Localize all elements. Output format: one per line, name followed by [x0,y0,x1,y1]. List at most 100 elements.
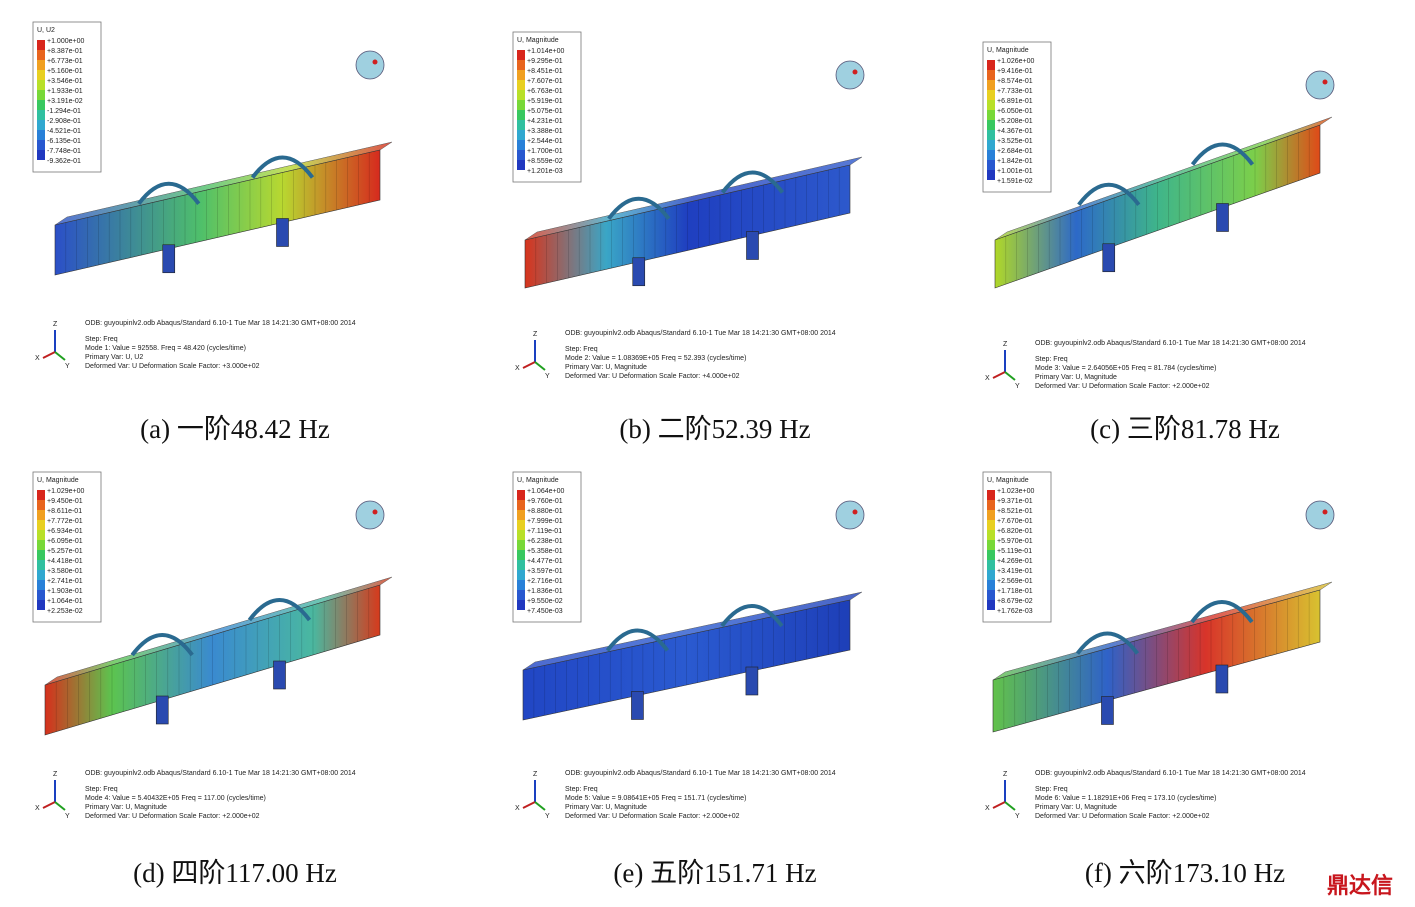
legend-swatch [517,530,525,540]
legend-value: +2.544e-01 [527,138,563,145]
legend-swatch [987,60,995,70]
info-deformed: Deformed Var: U Deformation Scale Factor… [85,813,260,820]
odb-line: ODB: guyoupinlv2.odb Abaqus/Standard 6.1… [1035,770,1306,777]
legend-value: +1.064e+00 [527,488,564,495]
odb-line: ODB: guyoupinlv2.odb Abaqus/Standard 6.1… [85,770,356,777]
legend-swatch [987,140,995,150]
axis-label: Y [545,813,550,820]
legend-value: +3.580e-01 [47,568,83,575]
legend-swatch [517,60,525,70]
beam-front [54,149,381,276]
caption: (e) 五阶151.71 Hz [613,858,816,888]
legend-swatch [987,70,995,80]
axis-label: Z [533,331,538,338]
info-deformed: Deformed Var: U Deformation Scale Factor… [85,363,260,370]
view-icon [1305,500,1335,530]
support [720,604,784,628]
support [1190,142,1255,166]
odb-line: ODB: guyoupinlv2.odb Abaqus/Standard 6.1… [565,770,836,777]
legend-swatch [37,110,45,120]
info-step: Step: Freq [1035,786,1068,793]
axis-label: X [985,805,990,812]
bracket [632,257,646,287]
legend-value: +2.684e-01 [997,148,1033,155]
legend-value: +2.741e-01 [47,578,83,585]
legend-swatch [517,50,525,60]
odb-line: ODB: guyoupinlv2.odb Abaqus/Standard 6.1… [85,320,356,327]
info-step: Step: Freq [1035,356,1068,363]
axis-y [534,801,546,811]
legend-swatch [517,500,525,510]
legend-swatch [37,40,45,50]
legend-swatch [517,150,525,160]
panel: U, U2 +1.000e+00 +8.387e-01 +6.773e-01 +5.16… [32,21,393,444]
legend-swatch [517,540,525,550]
legend-swatch [517,590,525,600]
support [607,196,671,220]
legend-value: +1.023e+00 [997,488,1034,495]
legend-swatch [37,500,45,510]
info-primary: Primary Var: U, Magnitude [1035,374,1117,381]
legend-swatch [987,490,995,500]
axis-label: X [35,355,40,362]
odb-line: ODB: guyoupinlv2.odb Abaqus/Standard 6.1… [1035,340,1306,347]
legend-swatch [987,90,995,100]
legend-swatch [37,90,45,100]
legend-swatch [987,560,995,570]
bracket [746,231,759,260]
legend-value: +9.295e-01 [527,58,563,65]
axis-x [992,801,1006,809]
info-primary: Primary Var: U, U2 [85,354,143,361]
legend-swatch [987,500,995,510]
legend-value: +1.836e-01 [527,588,563,595]
beam-front [522,599,851,721]
legend-value: +1.842e-01 [997,158,1033,165]
legend-value: +8.679e-02 [997,598,1033,605]
view-icon [355,500,385,530]
caption: (d) 四阶117.00 Hz [133,858,337,888]
beam-front [994,124,1321,289]
info-mode: Mode 6: Value = 1.18291E+06 Freq = 173.1… [1035,795,1216,802]
legend-swatch [987,150,995,160]
info-deformed: Deformed Var: U Deformation Scale Factor… [565,813,740,820]
beam-front [44,584,381,736]
legend-value: +6.891e-01 [997,98,1033,105]
legend-swatch [987,530,995,540]
axis-label: X [515,805,520,812]
axis-y [54,801,66,811]
legend-value: +7.670e-01 [997,518,1033,525]
view-dot [852,509,858,515]
support [1075,631,1140,655]
axis-label: X [515,365,520,372]
info-mode: Mode 5: Value = 9.08641E+05 Freq = 151.7… [565,795,746,802]
legend-swatch [987,100,995,110]
info-deformed: Deformed Var: U Deformation Scale Factor… [565,373,740,380]
legend-title: U, Magnitude [987,47,1029,54]
legend-title: U, U2 [37,27,55,34]
legend-value: +8.574e-01 [997,78,1033,85]
axis-y [1004,371,1016,381]
axis-label: Y [1015,383,1020,390]
legend-swatch [37,550,45,560]
legend-value: -4.521e-01 [47,128,81,135]
info-mode: Mode 4: Value = 5.40432E+05 Freq = 117.0… [85,795,266,802]
legend-value: +3.597e-01 [527,568,563,575]
legend-value: +1.029e+00 [47,488,84,495]
legend-value: +5.208e-01 [997,118,1033,125]
legend-swatch [517,70,525,80]
legend-value: +6.820e-01 [997,528,1033,535]
legend-swatch [987,600,995,610]
support [250,155,315,179]
legend-value: +8.521e-01 [997,508,1033,515]
panel: U, Magnitude +1.029e+00 +9.450e-01 +8.611e-… [32,471,393,888]
legend-swatch [37,80,45,90]
caption: (a) 一阶48.42 Hz [140,414,330,444]
legend-title: U, Magnitude [517,37,559,44]
support [1190,600,1254,624]
info-step: Step: Freq [85,786,118,793]
caption: (f) 六阶173.10 Hz [1085,858,1285,888]
legend-swatch [517,160,525,170]
view-icon [835,60,865,90]
legend-swatch [987,570,995,580]
view-dot [372,509,378,515]
